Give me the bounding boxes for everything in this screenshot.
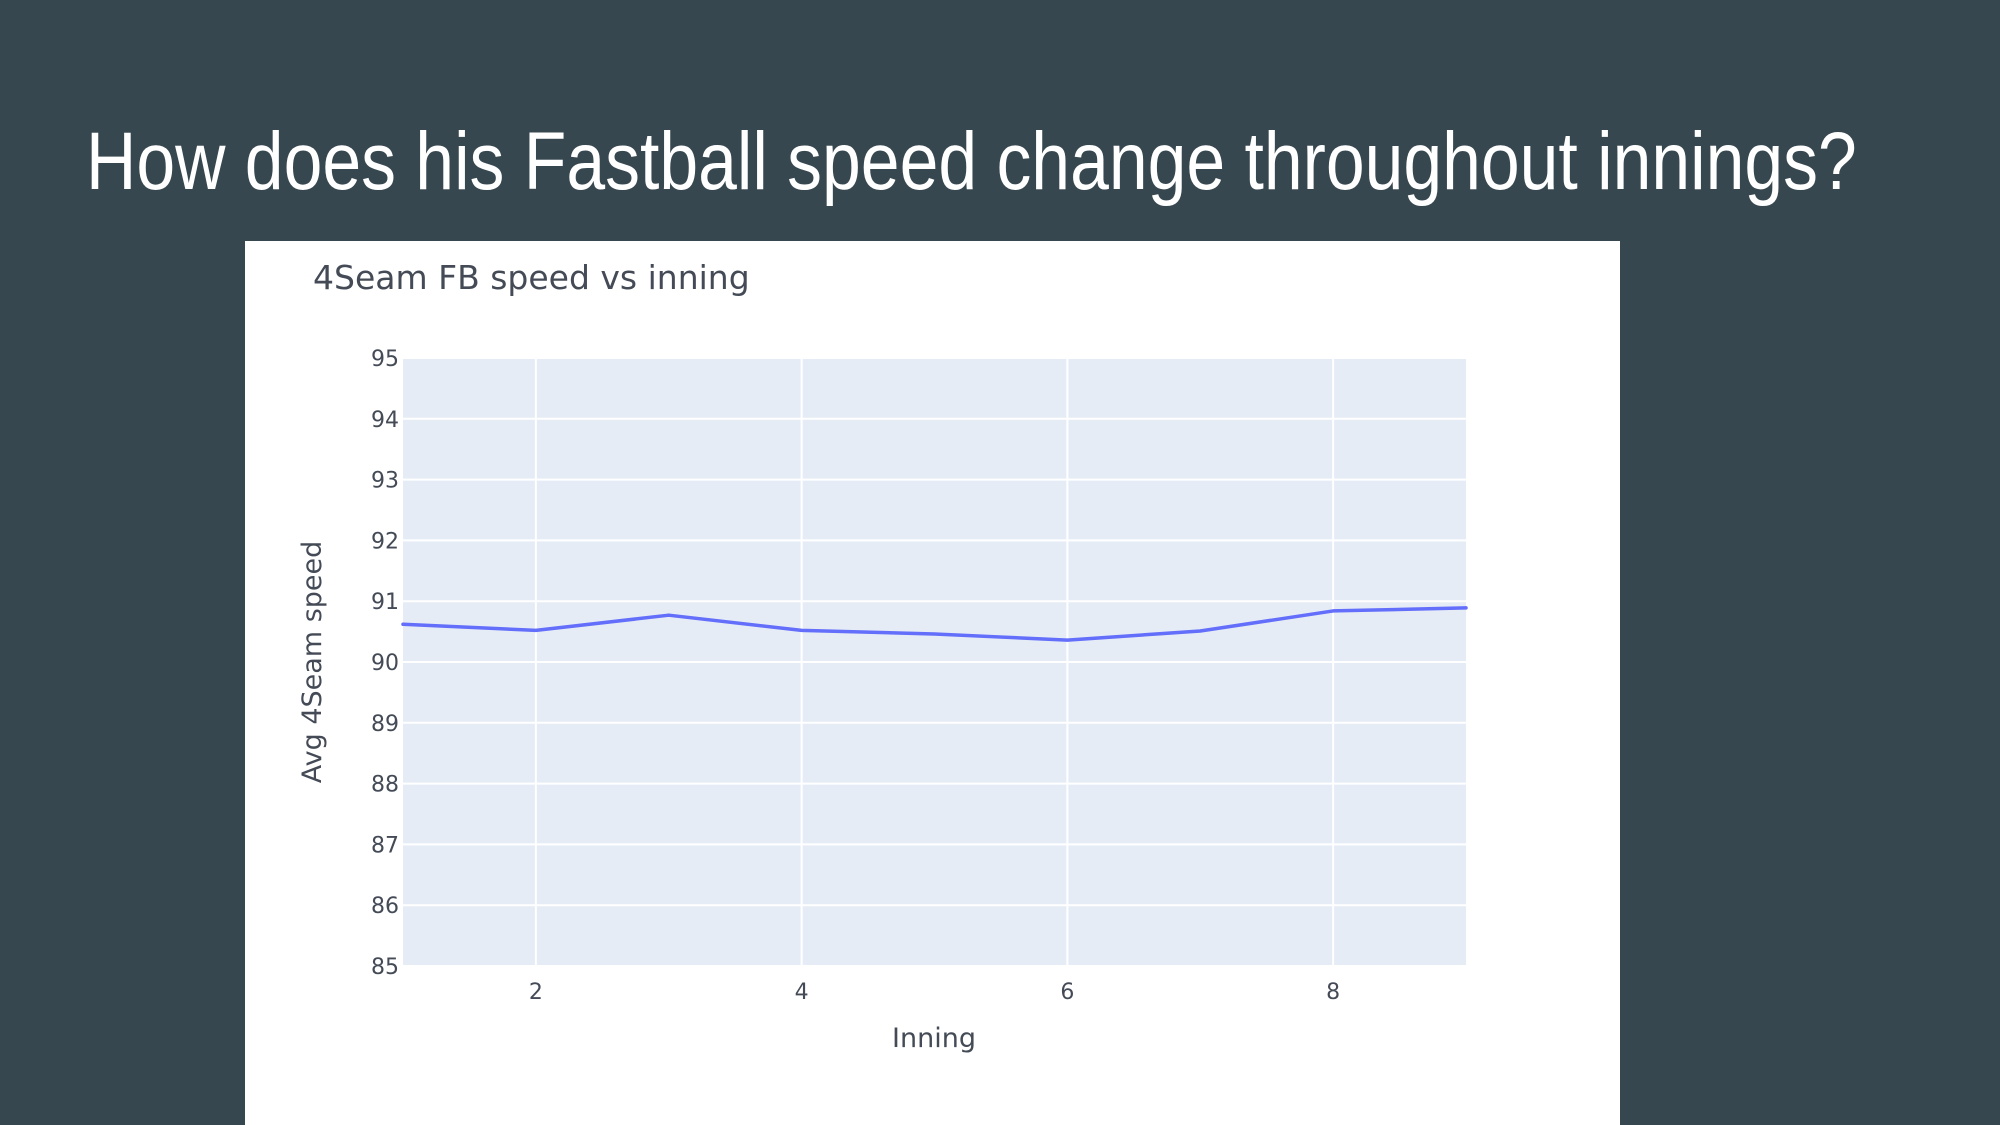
y-tick-label: 87: [371, 833, 399, 858]
y-tick-label: 89: [371, 712, 399, 737]
data-point: [800, 628, 804, 632]
data-point: [1331, 609, 1335, 613]
x-axis-ticks: 2 4 6 8: [529, 980, 1340, 1005]
y-tick-label: 95: [371, 347, 399, 372]
series-layer: [401, 606, 1468, 642]
slide-title: How does his Fastball speed change throu…: [86, 116, 1857, 207]
y-tick-label: 86: [371, 894, 399, 919]
data-point: [534, 628, 538, 632]
y-tick-label: 90: [371, 651, 399, 676]
chart-title: 4Seam FB speed vs inning: [313, 258, 750, 297]
x-tick-label: 4: [795, 980, 809, 1005]
grid-lines: [403, 357, 1466, 967]
data-point: [1464, 606, 1468, 610]
y-tick-label: 85: [371, 955, 399, 980]
chart-panel: 4Seam FB speed vs inning 85 86 87 88 89 90 91 9…: [245, 241, 1620, 1125]
y-tick-label: 91: [371, 590, 399, 615]
data-point: [933, 632, 936, 636]
y-tick-label: 88: [371, 773, 399, 798]
x-tick-label: 2: [529, 980, 543, 1005]
x-tick-label: 8: [1326, 980, 1340, 1005]
data-point: [1065, 638, 1069, 642]
y-tick-label: 94: [371, 408, 399, 433]
y-tick-label: 93: [371, 469, 399, 494]
x-tick-label: 6: [1060, 980, 1074, 1005]
y-axis-ticks: 85 86 87 88 89 90 91 92 93 94 95: [371, 347, 399, 980]
line-chart: 4Seam FB speed vs inning 858687888990919…: [297, 258, 1468, 1054]
y-tick-label: 92: [371, 529, 399, 554]
data-point: [1198, 629, 1202, 633]
data-point: [401, 622, 405, 626]
y-axis-title: Avg 4Seam speed: [297, 541, 328, 784]
x-axis-title: Inning: [892, 1023, 976, 1054]
data-point: [667, 613, 671, 617]
